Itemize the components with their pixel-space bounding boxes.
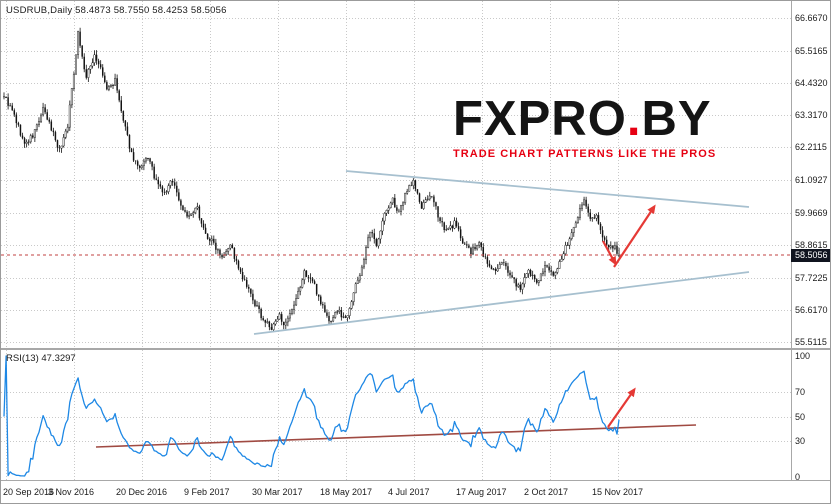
date-tick-label: 20 Dec 2016	[116, 487, 168, 497]
rsi-axis[interactable]: 100 70 50 30 0	[792, 350, 830, 482]
ascending-trendline[interactable]	[253, 271, 750, 335]
date-tick-label: 9 Feb 2017	[184, 487, 230, 497]
price-tick-label: 56.6170	[795, 305, 828, 315]
date-tick-label: 20 Sep 2016	[3, 487, 55, 497]
logo-tagline: TRADE CHART PATTERNS LIKE THE PROS	[453, 148, 717, 160]
forecast-arrow-up[interactable]	[613, 204, 656, 268]
axis-divider	[791, 1, 792, 481]
time-axis-divider	[1, 480, 830, 481]
logo-by: BY	[641, 92, 712, 146]
price-tick-label: 65.5165	[795, 46, 828, 56]
date-tick-label: 15 Nov 2017	[592, 487, 644, 497]
logo-dot: .	[626, 92, 642, 146]
price-tick-label: 61.0927	[795, 175, 828, 185]
descending-trendline[interactable]	[345, 170, 750, 208]
price-tick-label: 58.8615	[795, 240, 828, 250]
rsi-trendline[interactable]	[95, 424, 697, 448]
current-price-badge: 58.5056	[791, 249, 830, 262]
price-tick-label: 57.7225	[795, 273, 828, 283]
price-tick-label: 62.2115	[795, 142, 827, 152]
date-tick-label: 4 Jul 2017	[388, 487, 430, 497]
price-axis[interactable]: 66.6670 65.5165 64.4320 63.3170 62.2115 61.09…	[792, 1, 830, 348]
price-tick-label: 66.6670	[795, 13, 828, 23]
date-tick-label: 2 Oct 2017	[524, 487, 569, 497]
rsi-forecast-arrow[interactable]	[607, 387, 636, 428]
forecast-arrow-down[interactable]	[602, 240, 617, 266]
rsi-indicator-label: RSI(13) 47.3297	[6, 353, 76, 364]
date-tick-label: 30 Mar 2017	[252, 487, 303, 497]
bull-candle-bodies	[5, 31, 621, 331]
candle-wicks	[3, 27, 620, 331]
date-tick-label: 18 May 2017	[320, 487, 373, 497]
price-tick-label: 55.5115	[795, 337, 827, 347]
time-axis[interactable]: 20 Sep 2016 3 Nov 2016 20 Dec 2016 9 Feb 20…	[1, 481, 791, 503]
rsi-chart-canvas[interactable]	[1, 350, 791, 480]
panel-divider	[1, 348, 830, 350]
rsi-tick-label: 0	[795, 472, 801, 482]
price-tick-label: 63.3170	[795, 110, 828, 120]
symbol-ohlc-label: USDRUB,Daily 58.4873 58.7550 58.4253 58.…	[6, 5, 227, 16]
rsi-line	[3, 355, 620, 477]
logo-fx: FX	[453, 92, 518, 146]
rsi-tick-label: 70	[795, 387, 806, 397]
fxpro-logo: FXPRO.BY TRADE CHART PATTERNS LIKE THE P…	[453, 95, 717, 161]
date-tick-label: 17 Aug 2017	[456, 487, 507, 497]
logo-wordmark: FXPRO.BY	[453, 95, 716, 144]
price-tick-label: 64.4320	[795, 78, 828, 88]
rsi-tick-label: 50	[795, 412, 806, 422]
rsi-tick-label: 30	[795, 436, 806, 446]
date-tick-label: 3 Nov 2016	[48, 487, 95, 497]
logo-pro: PRO	[517, 92, 627, 146]
main-chart-canvas[interactable]	[1, 1, 791, 348]
price-tick-label: 59.9669	[795, 208, 828, 218]
rsi-tick-label: 100	[795, 351, 811, 361]
